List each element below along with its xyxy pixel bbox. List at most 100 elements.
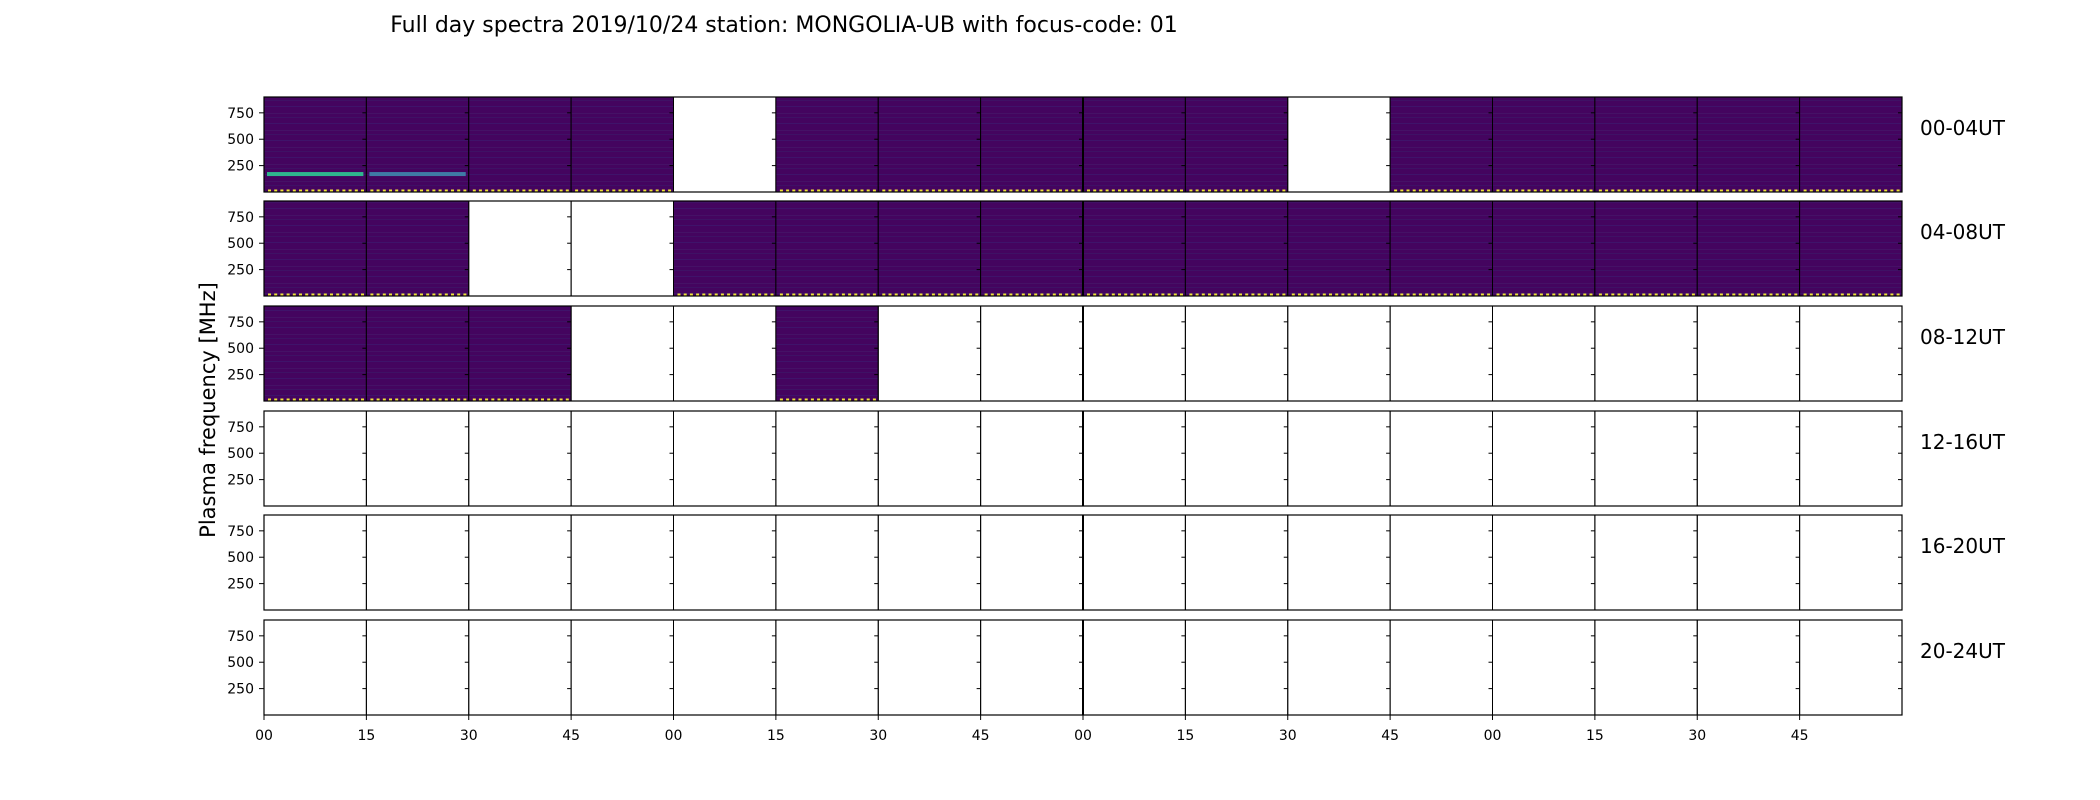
marker-dot <box>1003 293 1007 297</box>
marker-dot <box>1744 189 1748 193</box>
x-tick-label: 15 <box>767 728 785 744</box>
marker-dot <box>1527 189 1531 193</box>
panel-border <box>1082 305 1186 402</box>
panel-border <box>1287 96 1391 193</box>
marker-dot <box>1310 293 1314 297</box>
marker-dot <box>1353 293 1357 297</box>
marker-dot <box>786 398 790 402</box>
marker-dot <box>559 398 563 402</box>
y-tick-label: 250 <box>227 473 254 489</box>
marker-dot <box>1583 189 1587 193</box>
spectrogram-panel <box>673 201 776 296</box>
marker-dot <box>509 189 513 193</box>
panel-border <box>775 410 879 507</box>
marker-dot <box>792 189 796 193</box>
marker-dot <box>817 293 821 297</box>
marker-dot <box>1570 293 1574 297</box>
marker-dot <box>1155 189 1159 193</box>
marker-dot <box>1406 293 1410 297</box>
marker-dot <box>823 189 827 193</box>
marker-dot <box>1245 189 1249 193</box>
panel-border <box>570 514 674 611</box>
spectra-row-12-16UT: 250 500 750 12-16UT <box>227 410 2006 507</box>
panel-border <box>1492 514 1596 611</box>
marker-dot <box>950 293 954 297</box>
marker-dot <box>1816 189 1819 193</box>
marker-dot <box>497 189 501 193</box>
marker-dot <box>1052 189 1056 193</box>
spectrogram-panel <box>468 97 572 192</box>
marker-dot <box>413 189 417 193</box>
burst-line <box>369 172 466 177</box>
spectrogram-panel <box>1287 201 1391 296</box>
marker-dot <box>463 189 467 193</box>
marker-dot <box>1803 293 1807 297</box>
marker-dot <box>354 398 358 402</box>
marker-dot <box>1251 293 1255 297</box>
marker-dot <box>426 189 430 193</box>
marker-dot <box>1449 189 1453 193</box>
marker-dot <box>1232 293 1236 297</box>
marker-dot <box>1189 293 1193 297</box>
marker-dot <box>817 398 821 402</box>
marker-dot <box>342 398 346 402</box>
marker-dot <box>370 189 374 193</box>
marker-dot <box>1189 189 1193 193</box>
row-frame <box>263 514 1903 611</box>
marker-dot <box>1744 293 1748 297</box>
marker-dot <box>1673 293 1677 297</box>
spectrogram-panel <box>775 201 879 296</box>
marker-dot <box>1515 293 1519 297</box>
marker-dot <box>1431 189 1435 193</box>
panel-border <box>673 410 777 507</box>
marker-dot <box>432 398 436 402</box>
marker-dot <box>1167 189 1171 193</box>
marker-dot <box>401 398 405 402</box>
marker-dot <box>541 398 544 402</box>
y-tick-label: 250 <box>227 263 254 279</box>
marker-dot <box>1335 293 1339 297</box>
marker-dot <box>292 398 296 402</box>
marker-dot <box>1378 293 1382 297</box>
marker-dot <box>1400 189 1404 193</box>
marker-dot <box>649 189 653 193</box>
marker-dot <box>1865 293 1869 297</box>
marker-dot <box>463 398 467 402</box>
panel-border <box>980 410 1084 507</box>
marker-dot <box>330 398 333 402</box>
marker-dot <box>1366 293 1370 297</box>
marker-dot <box>1508 293 1512 297</box>
marker-dot <box>866 189 870 193</box>
marker-dot <box>426 293 430 297</box>
marker-dot <box>1124 189 1128 193</box>
marker-dot <box>1496 189 1500 193</box>
row-frame <box>263 305 1903 402</box>
panel-border <box>1594 410 1698 507</box>
marker-dot <box>463 293 467 297</box>
marker-dot <box>727 293 731 297</box>
marker-dot <box>1291 293 1295 297</box>
marker-dot <box>1679 189 1683 193</box>
marker-dot <box>1828 189 1832 193</box>
marker-dot <box>1515 189 1519 193</box>
marker-dot <box>1111 293 1115 297</box>
marker-dot <box>1093 293 1097 297</box>
panel-border <box>1389 410 1493 507</box>
spectrogram-panel <box>878 201 981 296</box>
marker-dot <box>1629 189 1633 193</box>
y-tick-label: 250 <box>227 577 254 593</box>
marker-dot <box>1713 189 1717 193</box>
panel-border <box>673 96 777 193</box>
marker-dot <box>1443 189 1447 193</box>
marker-dot <box>1282 189 1286 193</box>
marker-dot <box>1660 189 1664 193</box>
marker-dot <box>348 398 352 402</box>
marker-dot <box>841 189 845 193</box>
panel-border <box>1594 305 1698 402</box>
marker-dot <box>1546 293 1550 297</box>
marker-dot <box>1437 189 1441 193</box>
marker-dot <box>835 189 839 193</box>
marker-dot <box>1173 293 1177 297</box>
marker-dot <box>401 293 405 297</box>
marker-dot <box>361 189 364 193</box>
